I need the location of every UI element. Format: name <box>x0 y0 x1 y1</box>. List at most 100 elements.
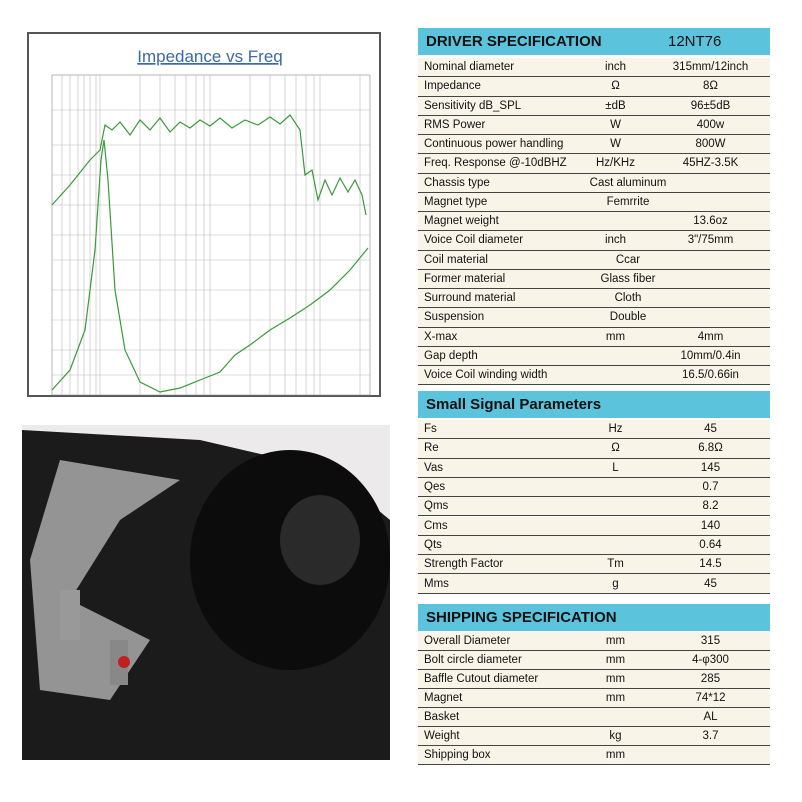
spec-label: Bolt circle diameter <box>424 654 522 666</box>
spec-text: Cloth <box>614 292 642 305</box>
spec-label: Freq. Response @-10dBHZ <box>424 157 567 170</box>
spec-row: X-max mm 4mm <box>418 327 770 347</box>
spec-row: Chassis type Cast aluminum <box>418 173 770 193</box>
spec-value: 13.6oz <box>693 215 728 228</box>
spec-row: Gap depth 10mm/0.4in <box>418 346 770 366</box>
spec-label: Fs <box>424 423 437 436</box>
spec-row: Re Ω 6.8Ω <box>418 439 770 459</box>
spec-row: Overall Diameter mm 315 <box>418 632 770 651</box>
spec-unit: mm <box>605 654 626 666</box>
section-header: SHIPPING SPECIFICATION <box>418 604 770 631</box>
spec-value: 14.5 <box>699 558 722 571</box>
spec-row: Vas L 145 <box>418 458 770 478</box>
spec-row: Weight kg 3.7 <box>418 727 770 746</box>
spec-unit: inch <box>604 234 627 247</box>
spec-value: 8.2 <box>702 500 719 513</box>
spec-text: Cast aluminum <box>589 176 667 189</box>
spec-value: 6.8Ω <box>698 442 723 455</box>
spec-value: AL <box>703 711 718 723</box>
spec-unit: Tm <box>607 558 624 571</box>
spec-value: 3.7 <box>702 730 719 742</box>
spec-text: Glass fiber <box>600 272 656 285</box>
spec-unit: Ω <box>611 442 620 455</box>
spec-label: Magnet type <box>424 195 488 208</box>
spec-label: Re <box>424 442 439 455</box>
spec-label: Basket <box>424 711 460 723</box>
spec-value: 800W <box>695 138 726 151</box>
spec-label: Former material <box>424 272 506 285</box>
section-header: DRIVER SPECIFICATION 12NT76 <box>418 28 770 55</box>
spec-label: RMS Power <box>424 118 486 131</box>
spec-unit: ±dB <box>605 99 626 112</box>
spec-value: 285 <box>700 673 721 685</box>
spec-row: Qms 8.2 <box>418 497 770 517</box>
chart-title: Impedance vs Freq <box>137 47 283 66</box>
spec-text: Ccar <box>615 253 641 266</box>
spec-unit: inch <box>604 61 627 74</box>
spec-value: 4-φ300 <box>692 654 729 666</box>
spl-curve <box>51 114 367 216</box>
spec-unit: Hz <box>608 423 623 436</box>
spec-row: Magnet type Femrrite <box>418 192 770 212</box>
spec-label: Continuous power handling <box>424 138 564 151</box>
impedance-curve <box>51 139 369 393</box>
spec-row: Sensitivity dB_SPL ±dB 96±5dB <box>418 96 770 116</box>
spec-label: Impedance <box>424 80 481 93</box>
spec-value: 10mm/0.4in <box>680 349 741 362</box>
spec-row: Magnet weight 13.6oz <box>418 212 770 232</box>
spec-row: Fs Hz 45 <box>418 420 770 440</box>
spec-row: Impedance Ω 8Ω <box>418 77 770 97</box>
spec-row: Nominal diameter inch 315mm/12inch <box>418 58 770 78</box>
photo-terminal <box>60 590 80 640</box>
section-title: Small Signal Parameters <box>426 396 602 413</box>
spec-unit: mm <box>605 692 626 704</box>
spec-unit: Hz/KHz <box>596 157 635 170</box>
spec-unit: W <box>610 138 621 151</box>
spec-value: 0.64 <box>699 538 722 551</box>
spec-row: Basket AL <box>418 708 770 727</box>
spec-unit: W <box>610 118 621 131</box>
photo-terminal-red <box>118 656 130 668</box>
spec-unit: L <box>612 461 619 474</box>
spec-label: Magnet weight <box>424 215 499 228</box>
section-title: DRIVER SPECIFICATION <box>426 33 602 50</box>
section-title: SHIPPING SPECIFICATION <box>426 609 617 626</box>
chart-grid <box>51 74 371 396</box>
spec-label: Suspension <box>424 311 485 324</box>
spec-row: Magnet mm 74*12 <box>418 689 770 708</box>
spec-row: Surround material Cloth <box>418 289 770 309</box>
spec-unit: Ω <box>611 80 620 93</box>
spec-label: Overall Diameter <box>424 635 511 647</box>
spec-row: Voice Coil diameter inch 3"/75mm <box>418 231 770 251</box>
spec-value: 8Ω <box>703 80 718 93</box>
spec-value: 16.5/0.66in <box>682 369 739 382</box>
spec-unit: kg <box>609 730 622 742</box>
spec-row: Former material Glass fiber <box>418 269 770 289</box>
spec-value: 400w <box>696 118 725 131</box>
spec-row: Coil material Ccar <box>418 250 770 270</box>
spec-row: Qts 0.64 <box>418 535 770 556</box>
spec-unit: g <box>612 577 619 590</box>
spec-row: Mms g 45 <box>418 574 770 594</box>
spec-label: Gap depth <box>424 349 478 362</box>
spec-label: Qts <box>424 538 442 551</box>
spec-value: 74*12 <box>695 692 726 704</box>
spec-row: Cms 140 <box>418 516 770 536</box>
spec-label: Voice Coil diameter <box>424 234 524 247</box>
spec-label: Baffle Cutout diameter <box>424 673 539 685</box>
spec-unit: mm <box>605 330 626 343</box>
spec-label: Nominal diameter <box>424 61 515 74</box>
spec-row: Shipping box mm <box>418 746 770 765</box>
spec-label: Qms <box>424 500 449 513</box>
spec-row: Freq. Response @-10dBHZ Hz/KHz 45HZ-3.5K <box>418 154 770 174</box>
section-header: Small Signal Parameters <box>418 391 770 418</box>
spec-value: 315mm/12inch <box>672 61 749 74</box>
spec-value: 0.7 <box>702 481 719 494</box>
spec-value: 3"/75mm <box>687 234 734 247</box>
spec-row: Suspension Double <box>418 308 770 328</box>
spec-value: 45HZ-3.5K <box>682 157 739 170</box>
spec-label: Voice Coil winding width <box>424 369 548 382</box>
photo-pole <box>280 495 360 585</box>
